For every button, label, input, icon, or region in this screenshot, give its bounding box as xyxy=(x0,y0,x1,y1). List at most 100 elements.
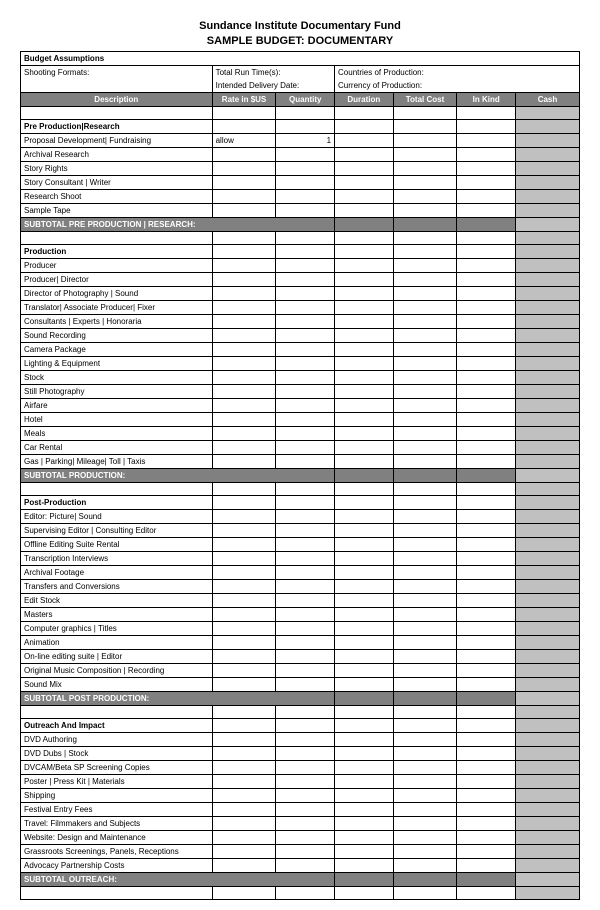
item-desc: Sound Mix xyxy=(21,678,213,692)
item-qty xyxy=(276,817,335,831)
item-inkind xyxy=(457,664,516,678)
item-qty xyxy=(276,190,335,204)
item-inkind xyxy=(457,761,516,775)
item-desc: Hotel xyxy=(21,413,213,427)
col-header-0: Description xyxy=(21,93,213,107)
col-header-5: In Kind xyxy=(457,93,516,107)
item-total xyxy=(393,273,457,287)
item-inkind xyxy=(457,287,516,301)
item-cash xyxy=(515,747,579,761)
item-desc: Transfers and Conversions xyxy=(21,580,213,594)
item-desc: Original Music Composition | Recording xyxy=(21,664,213,678)
col-header-3: Duration xyxy=(335,93,394,107)
item-qty xyxy=(276,524,335,538)
item-rate xyxy=(212,399,276,413)
item-qty xyxy=(276,427,335,441)
item-total xyxy=(393,803,457,817)
item-total xyxy=(393,441,457,455)
item-dur xyxy=(335,455,394,469)
item-desc: Poster | Press Kit | Materials xyxy=(21,775,213,789)
item-inkind xyxy=(457,301,516,315)
item-inkind xyxy=(457,510,516,524)
item-qty xyxy=(276,594,335,608)
item-cash xyxy=(515,552,579,566)
item-inkind xyxy=(457,190,516,204)
item-cash xyxy=(515,301,579,315)
item-qty xyxy=(276,357,335,371)
item-desc: Proposal Development| Fundraising xyxy=(21,134,213,148)
item-cash xyxy=(515,413,579,427)
item-rate xyxy=(212,259,276,273)
item-qty xyxy=(276,162,335,176)
item-inkind xyxy=(457,608,516,622)
doc-title: SAMPLE BUDGET: DOCUMENTARY xyxy=(20,35,580,47)
item-inkind xyxy=(457,747,516,761)
item-rate xyxy=(212,803,276,817)
item-total xyxy=(393,747,457,761)
item-dur xyxy=(335,650,394,664)
item-qty xyxy=(276,845,335,859)
item-cash xyxy=(515,176,579,190)
item-inkind xyxy=(457,357,516,371)
item-desc: Sound Recording xyxy=(21,329,213,343)
item-total xyxy=(393,204,457,218)
item-total xyxy=(393,315,457,329)
item-qty xyxy=(276,413,335,427)
item-dur xyxy=(335,636,394,650)
item-qty xyxy=(276,803,335,817)
item-inkind xyxy=(457,817,516,831)
item-qty xyxy=(276,176,335,190)
col-header-6: Cash xyxy=(515,93,579,107)
item-total xyxy=(393,329,457,343)
item-desc: Editor: Picture| Sound xyxy=(21,510,213,524)
item-rate xyxy=(212,733,276,747)
section-title-2: Post-Production xyxy=(21,496,213,510)
item-rate xyxy=(212,622,276,636)
item-rate xyxy=(212,427,276,441)
item-total xyxy=(393,134,457,148)
item-inkind xyxy=(457,385,516,399)
item-cash xyxy=(515,761,579,775)
item-desc: Airfare xyxy=(21,399,213,413)
item-dur xyxy=(335,399,394,413)
item-desc: Stock xyxy=(21,371,213,385)
item-cash xyxy=(515,329,579,343)
item-inkind xyxy=(457,176,516,190)
item-dur xyxy=(335,134,394,148)
item-rate xyxy=(212,343,276,357)
item-qty xyxy=(276,622,335,636)
item-qty xyxy=(276,273,335,287)
item-rate xyxy=(212,845,276,859)
item-cash xyxy=(515,162,579,176)
col-header-1: Rate in $US xyxy=(212,93,276,107)
item-desc: Shipping xyxy=(21,789,213,803)
item-cash xyxy=(515,650,579,664)
item-desc: Computer graphics | Titles xyxy=(21,622,213,636)
item-dur xyxy=(335,817,394,831)
runtime-label: Total Run Time(s): xyxy=(212,66,334,80)
item-desc: Festival Entry Fees xyxy=(21,803,213,817)
item-cash xyxy=(515,859,579,873)
item-cash xyxy=(515,733,579,747)
item-rate xyxy=(212,859,276,873)
item-inkind xyxy=(457,259,516,273)
item-desc: Story Rights xyxy=(21,162,213,176)
item-desc: DVCAM/Beta SP Screening Copies xyxy=(21,761,213,775)
item-inkind xyxy=(457,441,516,455)
item-total xyxy=(393,357,457,371)
item-inkind xyxy=(457,343,516,357)
item-cash xyxy=(515,594,579,608)
item-desc: Meals xyxy=(21,427,213,441)
item-desc: Offline Editing Suite Rental xyxy=(21,538,213,552)
item-cash xyxy=(515,803,579,817)
item-cash xyxy=(515,831,579,845)
item-inkind xyxy=(457,552,516,566)
item-rate xyxy=(212,329,276,343)
item-qty xyxy=(276,385,335,399)
item-desc: Supervising Editor | Consulting Editor xyxy=(21,524,213,538)
item-inkind xyxy=(457,371,516,385)
item-rate xyxy=(212,775,276,789)
item-cash xyxy=(515,566,579,580)
item-desc: Gas | Parking| Mileage| Toll | Taxis xyxy=(21,455,213,469)
item-total xyxy=(393,162,457,176)
